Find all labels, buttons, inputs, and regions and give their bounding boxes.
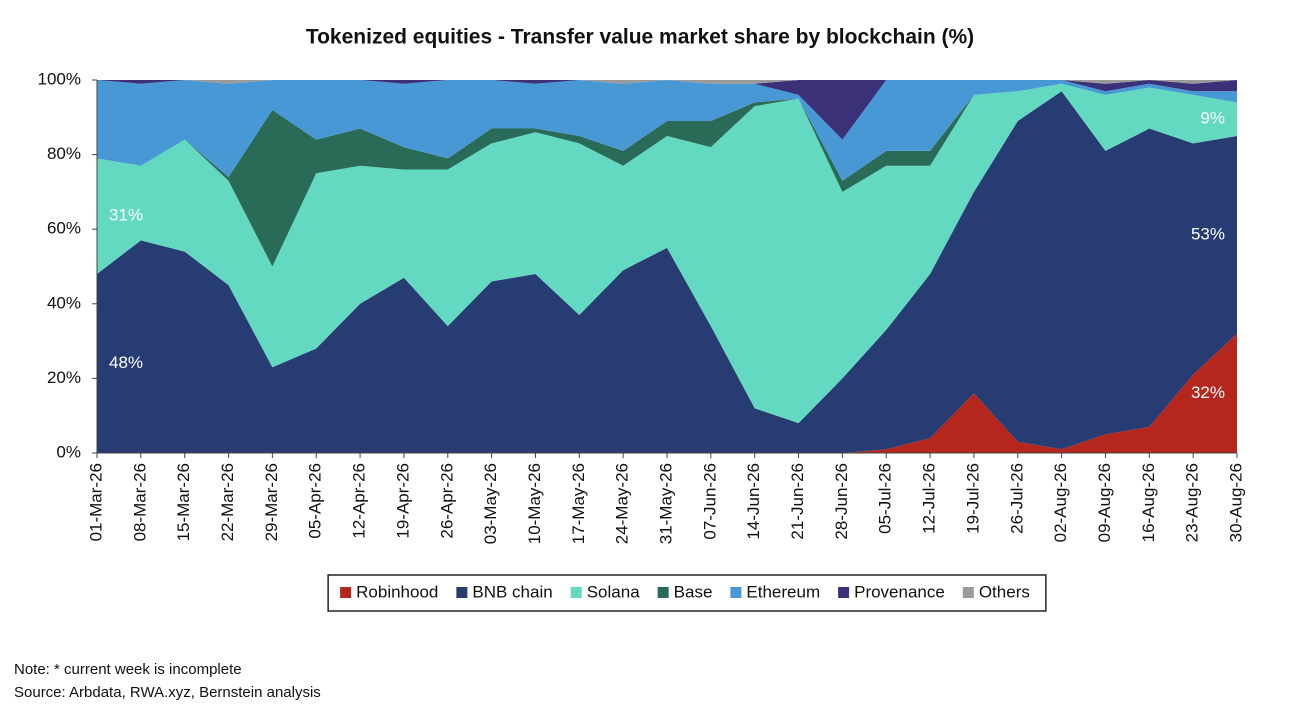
area bbox=[97, 333, 1237, 453]
legend-label: BNB chain bbox=[472, 582, 552, 601]
legend-label: Robinhood bbox=[356, 582, 438, 601]
area bbox=[97, 83, 1237, 424]
x-tick-label: 29-Mar-26 bbox=[262, 463, 281, 541]
area bbox=[97, 83, 1237, 267]
legend-label: Base bbox=[674, 582, 713, 601]
x-tick-label: 16-Aug-26 bbox=[1139, 463, 1158, 542]
legend-box bbox=[327, 574, 1047, 612]
x-tick-label: 17-May-26 bbox=[569, 463, 588, 544]
chart-title: Tokenized equities - Transfer value mark… bbox=[306, 26, 974, 49]
x-tick-label: 07-Jun-26 bbox=[700, 463, 719, 540]
legend-label: Ethereum bbox=[746, 582, 820, 601]
x-tick-label: 12-Apr-26 bbox=[350, 463, 369, 539]
source: Source: Arbdata, RWA.xyz, Bernstein anal… bbox=[14, 684, 321, 701]
x-tick-label: 21-Jun-26 bbox=[788, 463, 807, 540]
x-tick-label: 15-Mar-26 bbox=[174, 463, 193, 541]
legend-swatch bbox=[730, 587, 742, 598]
y-tick-label: 0% bbox=[56, 442, 81, 461]
x-tick-label: 12-Jul-26 bbox=[920, 463, 939, 534]
note: Note: * current week is incomplete bbox=[14, 661, 242, 678]
data-label: 53% bbox=[1191, 224, 1225, 243]
y-tick-label: 40% bbox=[47, 293, 81, 312]
area bbox=[97, 80, 1237, 140]
x-tick-label: 01-Mar-26 bbox=[86, 463, 105, 541]
x-tick-label: 26-Apr-26 bbox=[437, 463, 456, 539]
x-tick-label: 08-Mar-26 bbox=[130, 463, 149, 541]
legend-swatch bbox=[838, 587, 850, 598]
y-tick-label: 80% bbox=[47, 144, 81, 163]
legend-swatch bbox=[657, 587, 669, 598]
x-tick-label: 10-May-26 bbox=[525, 463, 544, 544]
x-tick-label: 31-May-26 bbox=[656, 463, 675, 544]
data-label: 48% bbox=[109, 353, 143, 372]
legend: Robinhood BNB chain Solana Base Ethereum Prov… bbox=[327, 574, 1047, 612]
x-tick-label: 30-Aug-26 bbox=[1226, 463, 1245, 542]
x-tick-label: 05-Jul-26 bbox=[876, 463, 895, 534]
x-tick-label: 02-Aug-26 bbox=[1051, 463, 1070, 542]
legend-label: Solana bbox=[587, 582, 640, 601]
legend-label: Provenance bbox=[854, 582, 945, 601]
area bbox=[97, 91, 1237, 453]
y-tick-label: 20% bbox=[47, 368, 81, 387]
x-tick-label: 19-Apr-26 bbox=[393, 463, 412, 539]
legend-swatch bbox=[456, 587, 468, 598]
x-tick-label: 23-Aug-26 bbox=[1183, 463, 1202, 542]
x-tick-label: 05-Apr-26 bbox=[306, 463, 325, 539]
x-tick-label: 03-May-26 bbox=[481, 463, 500, 544]
legend-label: Others bbox=[979, 582, 1030, 601]
area bbox=[97, 80, 1237, 84]
x-tick-label: 19-Jul-26 bbox=[963, 463, 982, 534]
y-tick-label: 100% bbox=[38, 69, 81, 88]
x-tick-label: 28-Jun-26 bbox=[832, 463, 851, 540]
legend-swatch bbox=[570, 587, 582, 598]
data-label: 31% bbox=[109, 206, 143, 225]
area bbox=[97, 80, 1237, 181]
x-tick-label: 26-Jul-26 bbox=[1007, 463, 1026, 534]
x-tick-label: 14-Jun-26 bbox=[744, 463, 763, 540]
x-tick-label: 24-May-26 bbox=[613, 463, 632, 544]
x-tick-label: 22-Mar-26 bbox=[218, 463, 237, 541]
x-tick-label: 09-Aug-26 bbox=[1095, 463, 1114, 542]
data-label: 32% bbox=[1191, 383, 1225, 402]
legend-swatch bbox=[340, 587, 352, 598]
y-tick-label: 60% bbox=[47, 219, 81, 238]
data-label: 9% bbox=[1200, 109, 1225, 128]
legend-swatch bbox=[962, 587, 974, 598]
